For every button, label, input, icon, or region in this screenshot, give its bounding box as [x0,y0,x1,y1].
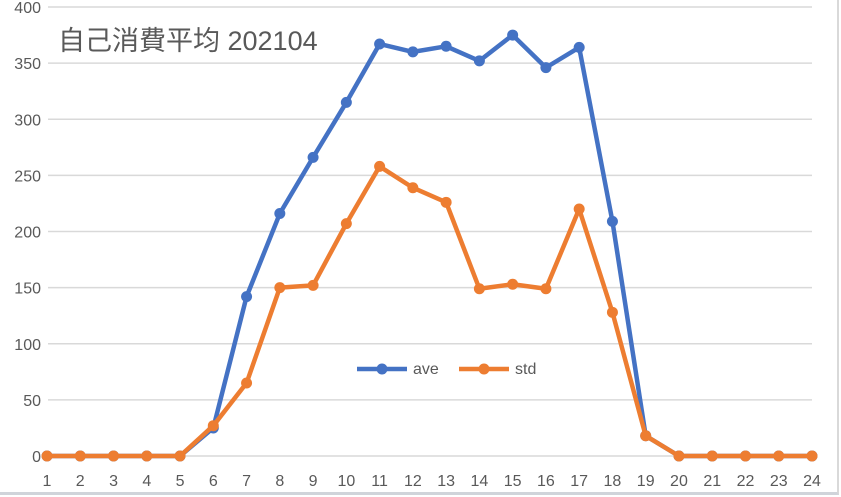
x-tick-label: 10 [337,473,355,490]
y-tick-label: 100 [14,337,41,354]
data-point[interactable] [573,203,585,215]
data-point[interactable] [673,450,685,462]
legend-marker-icon [478,363,490,375]
data-point[interactable] [274,208,286,220]
x-tick-label: 4 [142,473,151,490]
data-point[interactable] [540,283,552,295]
legend-item-ave[interactable]: ave [357,361,439,378]
data-point[interactable] [440,40,452,52]
x-tick-label: 14 [470,473,488,490]
data-point[interactable] [374,38,386,50]
x-axis-labels: 1 2 3 4 5 6 7 8 9 10 11 12 13 14 15 16 17 18 19 20 21 22 23 24 [43,473,821,490]
y-tick-label: 350 [14,56,41,73]
data-point[interactable] [739,450,751,462]
x-tick-label: 24 [803,473,821,490]
legend-label: ave [413,361,439,378]
x-tick-label: 12 [404,473,422,490]
data-point[interactable] [241,291,253,303]
y-tick-label: 150 [14,281,41,298]
x-tick-label: 13 [437,473,455,490]
data-point[interactable] [473,55,485,67]
y-tick-label: 50 [23,393,41,410]
series-ave [41,29,818,462]
data-point[interactable] [473,283,485,295]
data-point[interactable] [340,218,352,230]
x-tick-label: 15 [504,473,522,490]
x-tick-label: 11 [371,473,388,490]
y-axis-labels: 0 50 100 150 200 250 300 350 400 [14,0,41,466]
x-tick-label: 1 [43,473,52,490]
x-tick-label: 3 [109,473,118,490]
legend-label: std [515,361,536,378]
data-point[interactable] [340,96,352,108]
data-point[interactable] [241,377,253,389]
x-tick-label: 22 [737,473,755,490]
data-point[interactable] [174,450,186,462]
gridlines [48,6,812,457]
x-tick-label: 2 [76,473,85,490]
data-point[interactable] [806,450,818,462]
data-point[interactable] [407,46,419,58]
data-point[interactable] [573,41,585,53]
y-tick-label: 250 [14,168,41,185]
x-tick-label: 7 [242,473,251,490]
data-point[interactable] [773,450,785,462]
data-point[interactable] [207,420,219,432]
y-tick-label: 300 [14,112,41,129]
x-tick-label: 9 [309,473,318,490]
x-tick-label: 20 [670,473,688,490]
x-tick-label: 8 [275,473,284,490]
x-tick-label: 19 [637,473,655,490]
data-point[interactable] [374,160,386,172]
y-tick-label: 200 [14,225,41,242]
y-tick-label: 0 [32,449,41,466]
data-point[interactable] [74,450,86,462]
x-tick-label: 23 [770,473,788,490]
series-line [44,164,815,459]
data-point[interactable] [606,306,618,318]
legend-marker-icon [376,363,388,375]
x-tick-label: 5 [176,473,185,490]
series-lines [41,29,818,462]
data-point[interactable] [274,282,286,294]
data-point[interactable] [307,279,319,291]
data-point[interactable] [706,450,718,462]
x-tick-label: 16 [537,473,555,490]
x-tick-label: 21 [703,473,721,490]
data-point[interactable] [41,450,53,462]
data-point[interactable] [640,430,652,442]
data-point[interactable] [108,450,120,462]
legend[interactable]: ave std [357,361,536,378]
x-tick-label: 6 [209,473,218,490]
chart-title: 自己消費平均 202104 [58,26,318,56]
data-point[interactable] [507,278,519,290]
legend-item-std[interactable]: std [459,361,536,378]
x-tick-label: 18 [604,473,622,490]
data-point[interactable] [540,62,552,74]
data-point[interactable] [407,182,419,194]
data-point[interactable] [307,151,319,163]
y-tick-label: 400 [14,0,41,17]
data-point[interactable] [606,215,618,227]
data-point[interactable] [141,450,153,462]
series-line [44,32,815,459]
data-point[interactable] [440,196,452,208]
series-std [41,160,818,462]
data-point[interactable] [507,29,519,41]
x-tick-label: 17 [570,473,588,490]
